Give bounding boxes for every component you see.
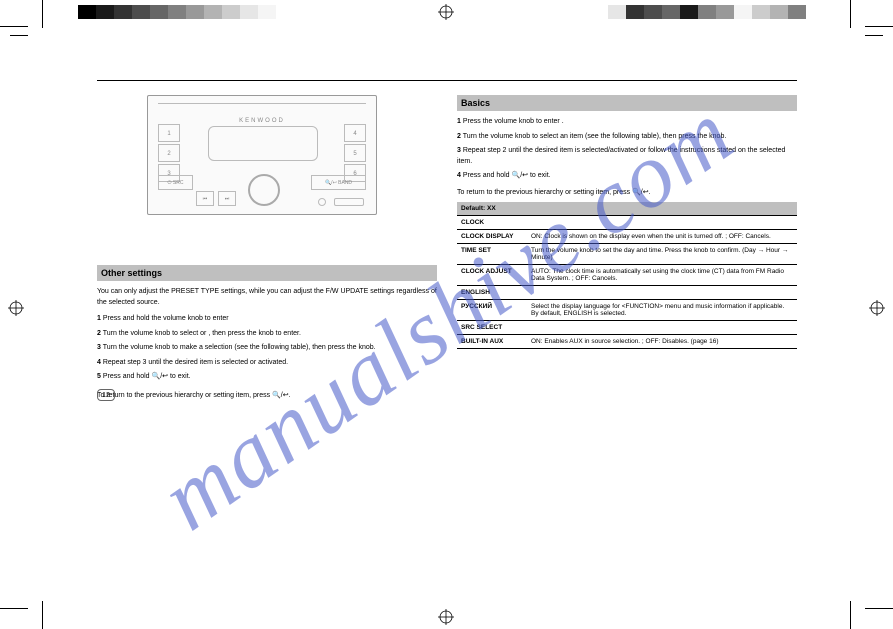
left-note: To return to the previous hierarchy or s… bbox=[97, 391, 437, 402]
setting-value: Select the display language for <FUNCTIO… bbox=[527, 300, 797, 321]
setting-key: CLOCK DISPLAY bbox=[457, 230, 527, 244]
setting-value bbox=[527, 216, 797, 230]
step: 1 Press and hold the volume knob to ente… bbox=[97, 314, 437, 325]
table-row: CLOCK ADJUSTAUTO: The clock time is auto… bbox=[457, 265, 797, 286]
setting-value: ON: Clock is shown on the display even w… bbox=[527, 230, 797, 244]
table-row: TIME SETTurn the volume knob to set the … bbox=[457, 244, 797, 265]
device-brand: KENWOOD bbox=[148, 118, 376, 124]
step: 2 Turn the volume knob to select an item… bbox=[457, 132, 797, 143]
page-number: 12 bbox=[97, 389, 115, 401]
setting-key: CLOCK ADJUST bbox=[457, 265, 527, 286]
next-button: ⏭ bbox=[218, 191, 236, 206]
setting-key: ENGLISH bbox=[457, 286, 527, 300]
device-illustration: KENWOOD 1 2 3 4 5 6 ⏻ SRC ⏮ ⏭ 🔍/↩ BAND bbox=[147, 95, 377, 215]
regmark-right bbox=[869, 300, 885, 316]
regmark-top bbox=[438, 4, 454, 20]
regmark-left bbox=[8, 300, 24, 316]
right-steps: 1 Press the volume knob to enter . 2 Turn… bbox=[457, 117, 797, 182]
preset-5: 5 bbox=[344, 144, 366, 162]
usb-port bbox=[334, 198, 364, 206]
setting-key: РУССКИЙ bbox=[457, 300, 527, 321]
table-row: РУССКИЙSelect the display language for <… bbox=[457, 300, 797, 321]
right-section-title: Basics bbox=[457, 95, 797, 111]
table-row: CLOCK DISPLAYON: Clock is shown on the d… bbox=[457, 230, 797, 244]
volume-knob bbox=[248, 174, 280, 206]
manual-page: KENWOOD 1 2 3 4 5 6 ⏻ SRC ⏮ ⏭ 🔍/↩ BAND O… bbox=[97, 80, 797, 584]
setting-value: ON: Enables AUX in source selection. ; O… bbox=[527, 335, 797, 349]
regmark-bottom bbox=[438, 609, 454, 625]
setting-value: AUTO: The clock time is automatically se… bbox=[527, 265, 797, 286]
setting-key: TIME SET bbox=[457, 244, 527, 265]
step: 3 Repeat step 2 until the desired item i… bbox=[457, 146, 797, 167]
setting-key: SRC SELECT bbox=[457, 321, 527, 335]
setting-value: Turn the volume knob to set the day and … bbox=[527, 244, 797, 265]
step: 4 Press and hold 🔍/↩ to exit. bbox=[457, 171, 797, 182]
step: 1 Press the volume knob to enter . bbox=[457, 117, 797, 128]
preset-4: 4 bbox=[344, 124, 366, 142]
table-row: SRC SELECT bbox=[457, 321, 797, 335]
right-column: Basics 1 Press the volume knob to enter … bbox=[457, 80, 797, 349]
step: 4 Repeat step 3 until the desired item i… bbox=[97, 358, 437, 369]
preset-1: 1 bbox=[158, 124, 180, 142]
table-row: BUILT-IN AUXON: Enables AUX in source se… bbox=[457, 335, 797, 349]
setting-value bbox=[527, 321, 797, 335]
right-note: To return to the previous hierarchy or s… bbox=[457, 188, 797, 199]
aux-jack bbox=[318, 198, 326, 206]
src-button: ⏻ SRC bbox=[158, 175, 193, 190]
colorbar-left bbox=[78, 5, 294, 19]
step: 3 Turn the volume knob to make a selecti… bbox=[97, 343, 437, 354]
table-row: CLOCK bbox=[457, 216, 797, 230]
setting-key: CLOCK bbox=[457, 216, 527, 230]
table-header: Default: XX bbox=[457, 202, 797, 216]
left-section-title: Other settings bbox=[97, 265, 437, 281]
left-intro: You can only adjust the PRESET TYPE sett… bbox=[97, 287, 437, 308]
step: 5 Press and hold 🔍/↩ to exit. bbox=[97, 372, 437, 383]
step: 2 Turn the volume knob to select or , th… bbox=[97, 329, 437, 340]
setting-value bbox=[527, 286, 797, 300]
left-column: KENWOOD 1 2 3 4 5 6 ⏻ SRC ⏮ ⏭ 🔍/↩ BAND O… bbox=[97, 80, 437, 401]
settings-table: Default: XX CLOCKCLOCK DISPLAYON: Clock … bbox=[457, 202, 797, 349]
setting-key: BUILT-IN AUX bbox=[457, 335, 527, 349]
left-steps: 1 Press and hold the volume knob to ente… bbox=[97, 314, 437, 383]
table-row: ENGLISH bbox=[457, 286, 797, 300]
prev-button: ⏮ bbox=[196, 191, 214, 206]
preset-2: 2 bbox=[158, 144, 180, 162]
band-button: 🔍/↩ BAND bbox=[311, 175, 366, 190]
colorbar-right bbox=[590, 5, 806, 19]
